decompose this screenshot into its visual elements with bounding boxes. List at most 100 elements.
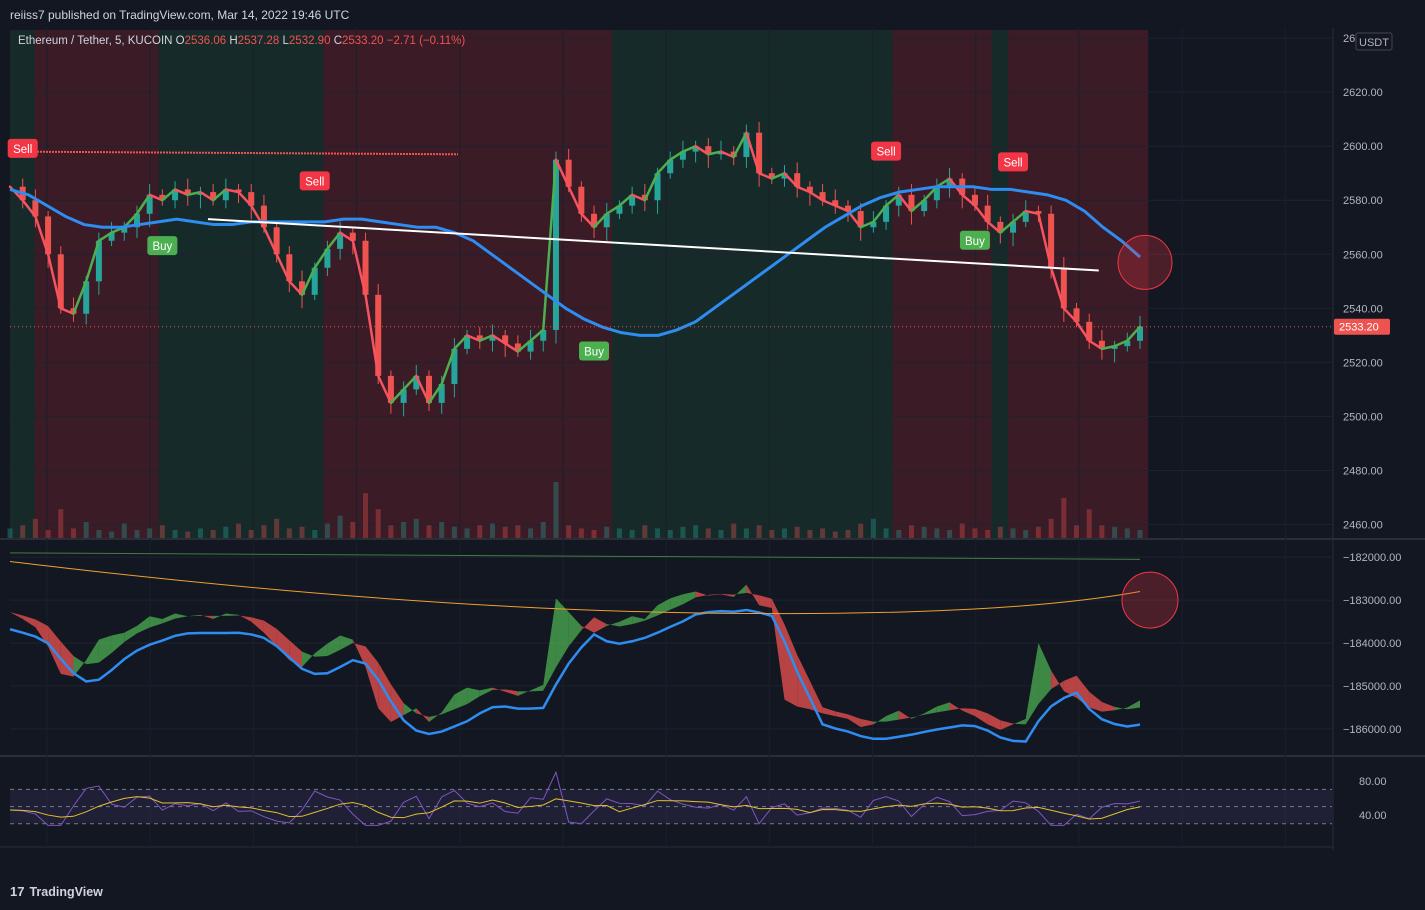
fast-signal-line — [719, 150, 735, 159]
candle-body — [45, 216, 52, 255]
high-label: H — [229, 35, 238, 47]
fast-signal-line — [884, 193, 901, 207]
buy-signal[interactable]: Buy — [147, 236, 178, 256]
candle-body — [679, 151, 686, 160]
candle-body — [184, 189, 191, 195]
signal-text: Sell — [305, 176, 324, 188]
resistance-level-line[interactable] — [9, 150, 459, 156]
sell-signal[interactable]: Sell — [998, 152, 1029, 172]
candle-body — [95, 240, 102, 282]
sell-signal[interactable]: Sell — [871, 141, 902, 161]
candle-body — [921, 200, 928, 212]
symbol-name[interactable]: Ethereum / Tether, 5, KUCOIN — [18, 35, 173, 47]
osc-fill — [162, 613, 176, 624]
osc-fill — [149, 616, 163, 628]
sell-signal[interactable]: Sell — [299, 171, 330, 191]
buy-signal[interactable]: Buy — [959, 230, 990, 250]
fast-signal-line — [732, 131, 748, 159]
candle-body — [235, 189, 242, 193]
candle-body — [768, 173, 775, 179]
fast-signal-line — [211, 188, 228, 202]
volume-bar — [756, 525, 762, 538]
volume-bar — [515, 525, 521, 538]
volume-bar — [896, 530, 902, 538]
volume-bar — [388, 525, 394, 538]
fast-signal-line — [668, 150, 685, 161]
volume-bar — [1048, 518, 1054, 538]
candle-body — [1137, 326, 1143, 341]
moving-average-line[interactable] — [9, 185, 1141, 337]
osc-fill — [1025, 643, 1039, 725]
candle-body — [400, 389, 407, 403]
signal-text: Buy — [584, 347, 604, 359]
osc-fill — [327, 635, 341, 657]
volume-bar — [566, 525, 572, 538]
osc-fill — [1038, 643, 1052, 705]
candle-body — [273, 227, 280, 255]
volume-bar — [451, 526, 457, 538]
volume-bar — [401, 522, 407, 538]
volume-bar — [426, 525, 432, 538]
brand-label: TradingView — [29, 884, 103, 899]
volume-bar — [845, 530, 851, 538]
fast-signal-line — [529, 328, 545, 342]
fast-signal-line — [1100, 344, 1116, 351]
currency-box[interactable] — [1355, 32, 1393, 51]
osc-fill — [213, 613, 226, 619]
osc-fill — [22, 615, 36, 628]
fast-signal-line — [135, 193, 151, 215]
rsi-signal-line — [9, 796, 1141, 820]
fast-signal-line — [1087, 339, 1104, 351]
osc-fill — [505, 689, 518, 696]
osc-fill — [1076, 675, 1090, 708]
osc-fill — [403, 703, 417, 716]
volume-bar — [45, 530, 51, 538]
volume-bar — [629, 530, 635, 538]
fast-signal-line — [440, 347, 456, 386]
candle-body — [83, 281, 90, 314]
price-tick-label: 2460.00 — [1343, 519, 1383, 531]
fast-signal-line — [1024, 209, 1040, 215]
volume-bar — [96, 530, 102, 538]
volume-bar — [680, 526, 686, 538]
volume-bar — [667, 530, 673, 538]
highlight-circle[interactable] — [1117, 234, 1173, 290]
osc-highlight-circle[interactable] — [1121, 571, 1179, 629]
candle-body — [1035, 211, 1042, 214]
candle-body — [438, 383, 445, 403]
candle-body — [286, 254, 293, 282]
fast-signal-line — [237, 190, 253, 207]
candle-body — [514, 343, 521, 352]
fast-signal-line — [300, 266, 316, 297]
volume-bar — [997, 526, 1003, 538]
volume-bar — [147, 528, 153, 538]
candle-body — [362, 240, 369, 295]
fast-signal-line — [999, 220, 1015, 234]
fast-signal-line — [1049, 266, 1066, 310]
volume-bar — [578, 528, 584, 538]
sell-signal[interactable]: Sell — [7, 138, 38, 158]
chart-area[interactable]: 2460.00 2480.00 2500.00 2520.00 2540.00 2560.… — [0, 28, 1425, 850]
candle-body — [984, 205, 991, 222]
osc-tick-label: −182000.00 — [1343, 552, 1401, 564]
signal-labels: Sell Buy Sell Buy Sell Buy Sell — [7, 138, 1029, 361]
rsi-tick-label: 80.00 — [1359, 776, 1387, 788]
osc-fill — [644, 605, 658, 621]
osc-blue-line — [9, 608, 1141, 743]
rsi-band — [10, 789, 1332, 824]
osc-fill — [352, 639, 366, 668]
buy-signal[interactable]: Buy — [579, 341, 610, 361]
candle-body — [324, 248, 331, 268]
candle-body — [540, 329, 547, 341]
candle-body — [870, 221, 877, 228]
osc-fill — [454, 687, 468, 710]
tradingview-brand[interactable]: 17 TradingView — [10, 884, 103, 899]
osc-fill — [581, 617, 595, 633]
close-label: C — [333, 35, 342, 47]
fast-signal-line — [986, 220, 1002, 234]
osc-fill — [428, 712, 442, 722]
candle-body — [413, 375, 420, 390]
trend-line[interactable] — [207, 218, 1099, 272]
price-tick-label: 2500.00 — [1343, 411, 1383, 423]
regime-band-red — [34, 30, 159, 538]
